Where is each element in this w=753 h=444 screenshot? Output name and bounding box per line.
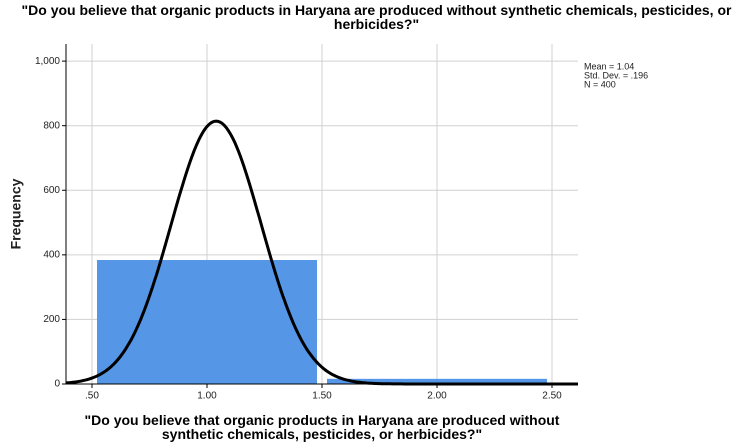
y-tick-label: 800 bbox=[43, 120, 60, 131]
stats-label: N = 400 bbox=[584, 79, 616, 89]
bar bbox=[327, 378, 548, 384]
x-axis-label: "Do you believe that organic products in… bbox=[84, 412, 560, 442]
x-tick-label: 2.00 bbox=[427, 391, 447, 402]
y-tick-label: 1,000 bbox=[35, 56, 60, 67]
x-tick-label: 2.50 bbox=[542, 391, 562, 402]
y-tick-label: 0 bbox=[54, 379, 60, 390]
bar bbox=[96, 260, 317, 384]
x-tick-label: 1.50 bbox=[312, 391, 332, 402]
y-axis-label: Frequency bbox=[8, 178, 24, 249]
x-tick-label: 1.00 bbox=[197, 391, 217, 402]
stats-label: Std. Dev. = .196 bbox=[584, 70, 648, 80]
chart-title: "Do you believe that organic products in… bbox=[21, 2, 732, 32]
stats-label: Mean = 1.04 bbox=[584, 61, 634, 71]
y-tick-label: 200 bbox=[43, 314, 60, 325]
y-tick-label: 400 bbox=[43, 249, 60, 260]
y-tick-label: 600 bbox=[43, 185, 60, 196]
x-tick-label: .50 bbox=[85, 391, 99, 402]
